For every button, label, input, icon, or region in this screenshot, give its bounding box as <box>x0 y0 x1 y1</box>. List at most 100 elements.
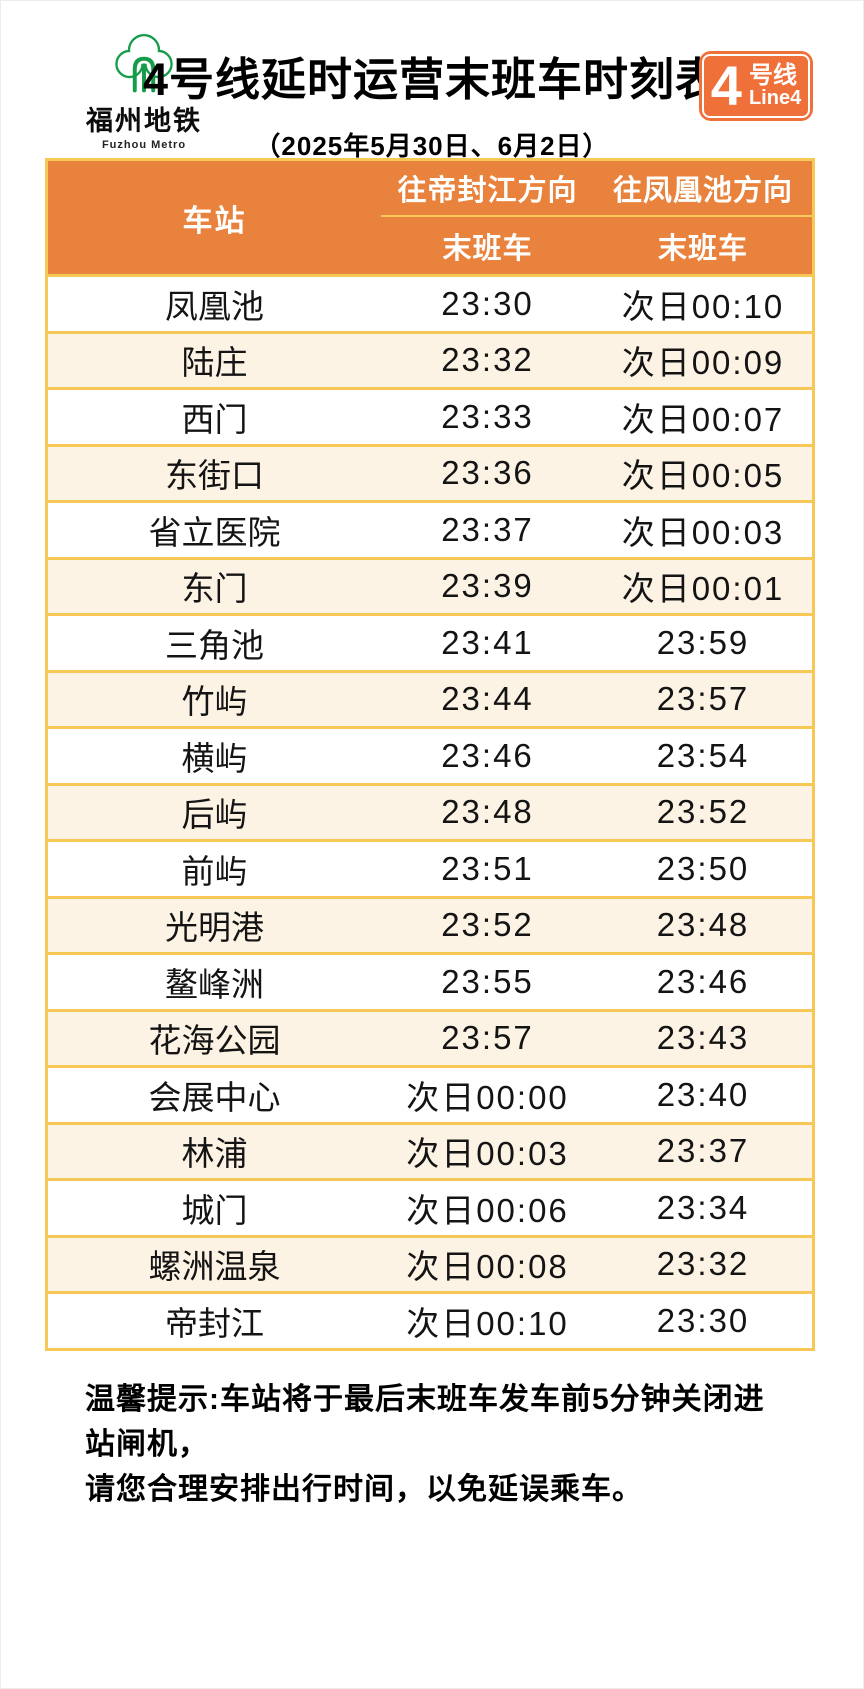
station-name: 帝封江 <box>165 1304 264 1342</box>
last-train-to-fenghuangchi: 23:43 <box>656 1019 750 1057</box>
last-train-to-fenghuangchi: 23:40 <box>656 1075 750 1113</box>
last-train-to-fenghuangchi: 23:37 <box>656 1132 750 1170</box>
title-block: 4号线延时运营末班车时刻表 （2025年5月30日、6月2日） <box>1 43 863 163</box>
station-name: 会展中心 <box>148 1078 281 1116</box>
footer-notice: 温馨提示:车站将于最后末班车发车前5分钟关闭进站闸机， 请您合理安排出行时间，以… <box>85 1377 785 1512</box>
station-name: 陆庄 <box>181 344 248 382</box>
last-train-to-fenghuangchi: 次日00:09 <box>621 344 785 382</box>
table-row: 三角池 23:41 23:59 <box>48 613 812 670</box>
logo-cn-label: 福州地铁 <box>86 106 202 136</box>
station-name: 林浦 <box>181 1135 248 1173</box>
table-row: 城门 次日00:06 23:34 <box>48 1178 812 1235</box>
last-train-to-difengjiang: 次日00:08 <box>406 1248 569 1286</box>
station-name: 城门 <box>181 1191 248 1229</box>
station-name: 后屿 <box>181 796 248 834</box>
last-train-to-difengjiang: 23:52 <box>441 906 534 944</box>
station-name: 竹屿 <box>181 683 248 721</box>
line4-badge: 4 号线 Line4 <box>699 51 813 121</box>
table-row: 螺洲温泉 次日00:08 23:32 <box>48 1234 812 1291</box>
last-train-to-difengjiang: 23:51 <box>441 849 534 887</box>
col-header-direction-fenghuangchi: 往凤凰池方向 <box>612 175 793 207</box>
station-name: 螺洲温泉 <box>148 1248 281 1286</box>
station-name: 西门 <box>181 400 248 438</box>
table-row: 后屿 23:48 23:52 <box>48 782 812 839</box>
notice-line-1: 温馨提示:车站将于最后末班车发车前5分钟关闭进站闸机， <box>85 1383 765 1461</box>
table-row: 西门 23:33 次日00:07 <box>48 387 812 444</box>
table-row: 省立医院 23:37 次日00:03 <box>48 500 812 557</box>
station-name: 横屿 <box>181 739 248 777</box>
col-header-station: 车站 <box>182 204 247 238</box>
table-row: 鳌峰洲 23:55 23:46 <box>48 952 812 1009</box>
last-train-to-difengjiang: 23:48 <box>441 793 534 831</box>
page-subtitle-dates: （2025年5月30日、6月2日） <box>254 131 610 161</box>
station-name: 凤凰池 <box>165 287 264 325</box>
last-train-to-fenghuangchi: 23:32 <box>656 1245 750 1283</box>
station-name: 省立医院 <box>148 513 281 551</box>
last-train-to-fenghuangchi: 23:57 <box>656 680 750 718</box>
col-header-direction-difengjiang: 往帝封江方向 <box>397 175 578 207</box>
table-row: 陆庄 23:32 次日00:09 <box>48 330 812 387</box>
last-train-to-difengjiang: 23:36 <box>441 454 534 492</box>
metro-tree-icon <box>115 33 173 93</box>
line-number: 4 <box>710 54 742 117</box>
last-train-to-fenghuangchi: 23:50 <box>656 849 750 887</box>
last-train-to-fenghuangchi: 次日00:01 <box>621 570 785 608</box>
last-train-to-difengjiang: 23:30 <box>441 284 534 322</box>
table-row: 帝封江 次日00:10 23:30 <box>48 1291 812 1348</box>
table-row: 林浦 次日00:03 23:37 <box>48 1121 812 1178</box>
line-suffix-cn: 号线 <box>748 61 797 89</box>
last-train-to-difengjiang: 次日00:03 <box>406 1135 569 1173</box>
table-row: 花海公园 23:57 23:43 <box>48 1008 812 1065</box>
last-train-to-difengjiang: 次日00:10 <box>406 1304 569 1342</box>
table-row: 东门 23:39 次日00:01 <box>48 556 812 613</box>
station-name: 鳌峰洲 <box>165 965 264 1003</box>
last-train-to-fenghuangchi: 23:52 <box>656 793 750 831</box>
table-row: 前屿 23:51 23:50 <box>48 839 812 896</box>
last-train-to-fenghuangchi: 23:30 <box>656 1301 750 1339</box>
timetable-body: 凤凰池 23:30 次日00:10 陆庄 23:32 次日00:09 西门 23… <box>48 274 812 1348</box>
last-train-to-fenghuangchi: 23:54 <box>656 736 750 774</box>
notice-line-2: 请您合理安排出行时间，以免延误乘车。 <box>85 1473 643 1506</box>
last-train-to-fenghuangchi: 23:48 <box>656 906 750 944</box>
last-train-to-difengjiang: 23:55 <box>441 962 534 1000</box>
last-train-to-fenghuangchi: 次日00:10 <box>621 287 785 325</box>
station-name: 东街口 <box>165 457 264 495</box>
station-name: 花海公园 <box>148 1022 281 1060</box>
last-train-to-fenghuangchi: 次日00:05 <box>621 457 785 495</box>
table-row: 横屿 23:46 23:54 <box>48 726 812 783</box>
last-train-to-fenghuangchi: 次日00:07 <box>621 400 785 438</box>
last-train-to-difengjiang: 次日00:00 <box>406 1078 569 1116</box>
station-name: 光明港 <box>165 909 264 947</box>
last-train-to-difengjiang: 23:33 <box>441 397 534 435</box>
last-train-to-difengjiang: 23:44 <box>441 680 534 718</box>
station-name: 东门 <box>181 570 248 608</box>
last-train-to-difengjiang: 23:37 <box>441 510 534 548</box>
table-row: 光明港 23:52 23:48 <box>48 895 812 952</box>
last-train-to-difengjiang: 23:39 <box>441 567 534 605</box>
last-train-to-fenghuangchi: 次日00:03 <box>621 513 785 551</box>
col-subheader-last-train-fenghuangchi: 末班车 <box>657 232 748 265</box>
page-title: 4号线延时运营末班车时刻表 <box>142 54 722 105</box>
line-name-en: Line4 <box>748 87 802 110</box>
last-train-to-difengjiang: 23:57 <box>441 1019 534 1057</box>
fuzhou-metro-logo: 福州地铁 Fuzhou Metro <box>79 31 209 151</box>
logo-en-label: Fuzhou Metro <box>101 139 187 151</box>
last-train-timetable: 车站 往帝封江方向 往凤凰池方向 末班车 末班车 凤凰池 23:30 次日00:… <box>45 158 815 1351</box>
last-train-to-difengjiang: 23:41 <box>441 623 534 661</box>
col-subheader-last-train-difengjiang: 末班车 <box>442 232 533 265</box>
table-row: 东街口 23:36 次日00:05 <box>48 443 812 500</box>
last-train-to-difengjiang: 23:32 <box>441 341 534 379</box>
table-row: 会展中心 次日00:00 23:40 <box>48 1065 812 1122</box>
last-train-to-fenghuangchi: 23:46 <box>656 962 750 1000</box>
station-name: 前屿 <box>181 852 248 890</box>
table-row: 竹屿 23:44 23:57 <box>48 669 812 726</box>
last-train-to-difengjiang: 次日00:06 <box>406 1191 569 1229</box>
last-train-to-difengjiang: 23:46 <box>441 736 534 774</box>
timetable-header: 车站 往帝封江方向 往凤凰池方向 末班车 末班车 <box>48 161 812 274</box>
station-name: 三角池 <box>165 626 264 664</box>
last-train-to-fenghuangchi: 23:59 <box>656 623 750 661</box>
last-train-to-fenghuangchi: 23:34 <box>656 1188 750 1226</box>
table-row: 凤凰池 23:30 次日00:10 <box>48 274 812 331</box>
timetable-header-right: 往帝封江方向 往凤凰池方向 末班车 末班车 <box>381 161 812 274</box>
